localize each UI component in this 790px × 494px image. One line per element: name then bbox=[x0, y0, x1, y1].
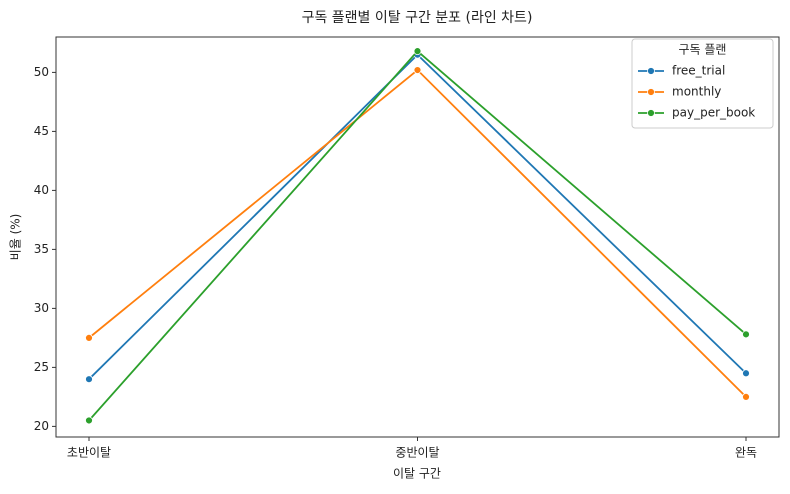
x-axis-label: 이탈 구간 bbox=[393, 467, 441, 481]
legend-label: pay_per_book bbox=[672, 106, 755, 120]
data-point bbox=[742, 330, 750, 339]
data-point bbox=[413, 47, 422, 56]
data-point bbox=[413, 66, 422, 74]
data-point bbox=[742, 369, 750, 378]
x-tick-label: 초반이탈 bbox=[67, 446, 111, 460]
data-point bbox=[85, 375, 93, 384]
y-tick-label: 50 bbox=[34, 65, 49, 79]
y-tick-label: 30 bbox=[34, 301, 49, 315]
legend-label: free_trial bbox=[672, 64, 725, 78]
legend-box bbox=[631, 38, 774, 129]
y-axis-label: 비율 (%) bbox=[9, 214, 23, 261]
x-tick-label: 중반이탈 bbox=[395, 446, 439, 460]
legend-marker bbox=[647, 67, 655, 75]
legend-label: monthly bbox=[672, 85, 721, 99]
data-point bbox=[85, 333, 93, 342]
y-tick-label: 35 bbox=[34, 242, 49, 256]
y-tick-label: 25 bbox=[34, 360, 49, 374]
legend-marker bbox=[647, 109, 655, 117]
legend-title: 구독 플랜 bbox=[679, 43, 727, 57]
legend-marker bbox=[647, 88, 655, 96]
data-point bbox=[742, 392, 750, 401]
y-tick-label: 45 bbox=[34, 124, 49, 138]
y-tick-label: 40 bbox=[34, 183, 49, 197]
data-point bbox=[85, 416, 93, 425]
chart-title: 구독 플랜별 이탈 구간 분포 (라인 차트) bbox=[302, 10, 533, 26]
y-tick-label: 20 bbox=[34, 419, 49, 433]
x-tick-label: 완독 bbox=[735, 446, 757, 460]
